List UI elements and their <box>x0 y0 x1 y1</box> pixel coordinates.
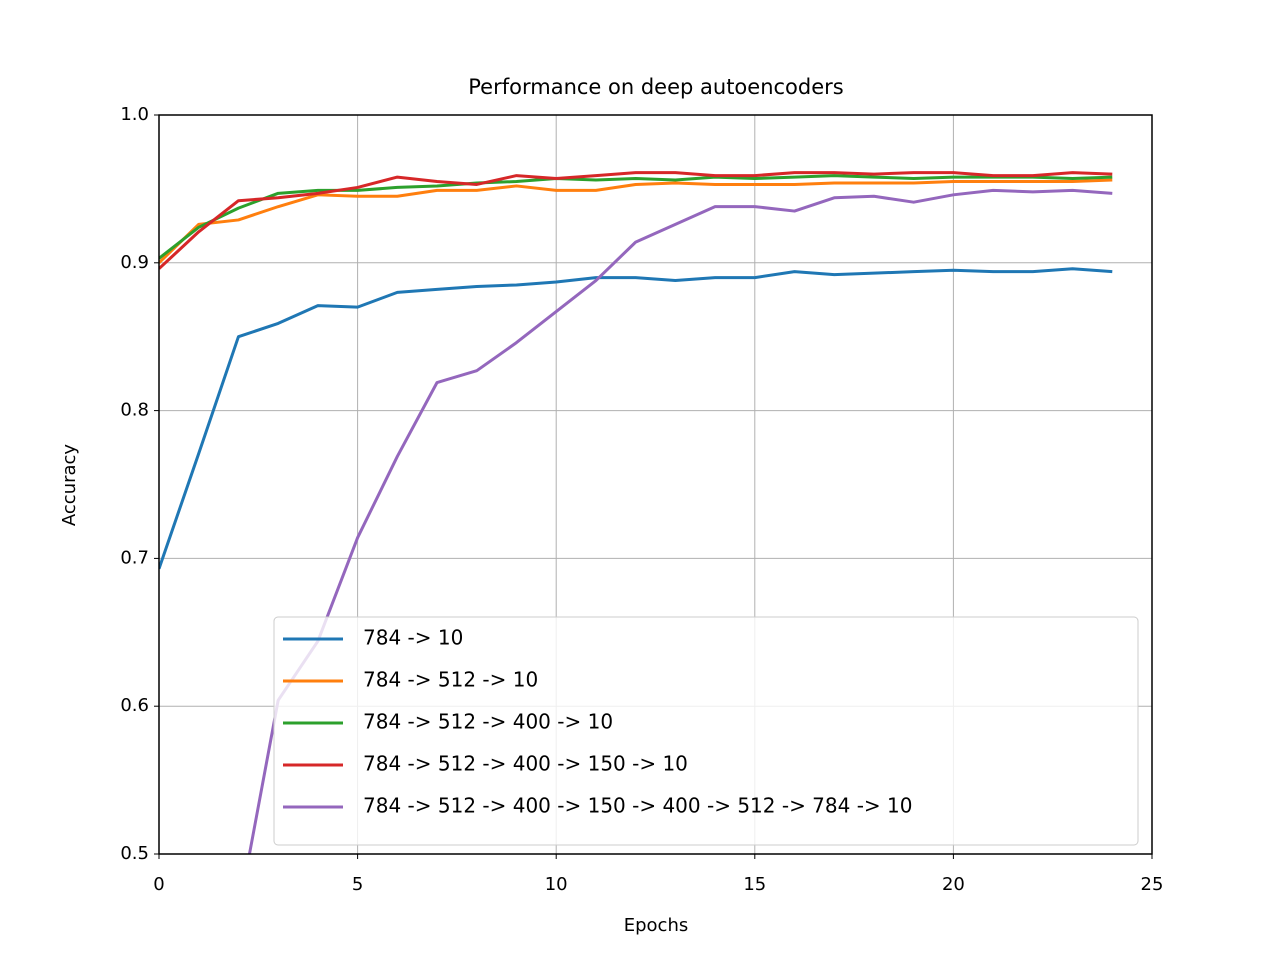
y-tick-label: 1.0 <box>120 104 149 125</box>
x-tick-label: 10 <box>545 874 568 895</box>
data-line <box>159 171 1113 270</box>
y-tick-label: 0.7 <box>120 547 149 568</box>
legend-box <box>273 616 1139 846</box>
x-tick-label: 5 <box>352 874 363 895</box>
x-tick-label: 0 <box>153 874 164 895</box>
x-tick-label: 15 <box>743 874 766 895</box>
plot-frame <box>158 114 1153 855</box>
data-line <box>159 174 1113 260</box>
legend-label: 784 -> 10 <box>363 626 463 650</box>
y-axis-label: Accuracy <box>59 444 80 527</box>
plot-lines <box>159 171 1113 854</box>
chart-title: Performance on deep autoencoders <box>468 75 843 99</box>
legend-label: 784 -> 512 -> 400 -> 150 -> 10 <box>363 752 688 776</box>
x-axis-label: Epochs <box>624 915 689 936</box>
legend-label: 784 -> 512 -> 400 -> 10 <box>363 710 613 734</box>
y-tick-label: 0.8 <box>120 400 149 421</box>
y-tick-label: 0.5 <box>120 843 149 864</box>
data-line <box>159 267 1113 570</box>
legend-label: 784 -> 512 -> 10 <box>363 668 538 692</box>
y-tick-label: 0.6 <box>120 695 149 716</box>
y-tick-label: 0.9 <box>120 252 149 273</box>
x-tick-label: 20 <box>942 874 965 895</box>
x-tick-label: 25 <box>1141 874 1164 895</box>
legend-label: 784 -> 512 -> 400 -> 150 -> 400 -> 512 -… <box>363 794 913 818</box>
